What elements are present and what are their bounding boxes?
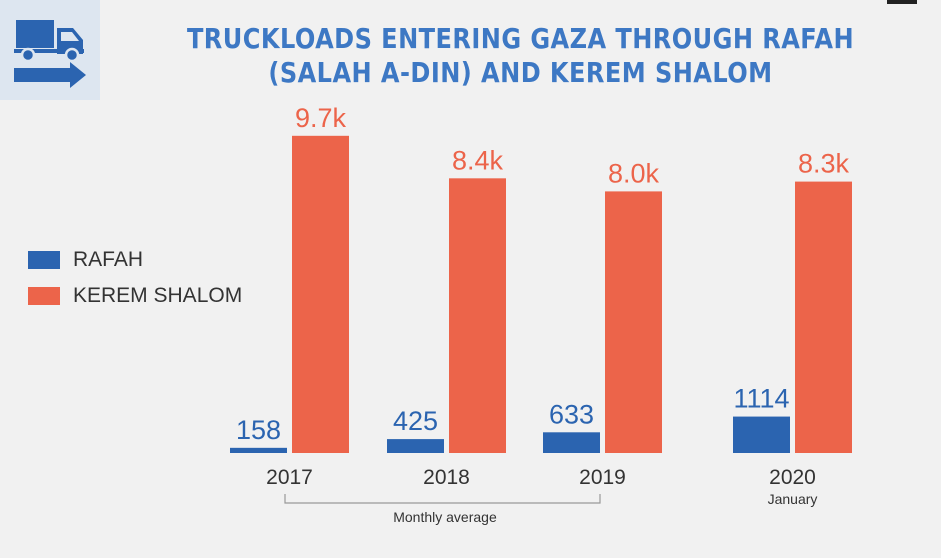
bar-kerem-shalom-2020: [795, 181, 852, 453]
header-icon-box: [0, 0, 100, 100]
corner-mark: [887, 0, 917, 4]
data-label-kerem-shalom-2020: 8.3k: [798, 149, 850, 179]
legend-label-kerem-shalom: KEREM SHALOM: [73, 284, 243, 307]
bar-rafah-2020: [733, 416, 790, 453]
x-tick-label-2019: 2019: [579, 466, 626, 489]
truck-arrow-icon: [14, 20, 86, 88]
data-label-kerem-shalom-2017: 9.7k: [295, 103, 347, 133]
data-label-rafah-2017: 158: [236, 415, 281, 445]
x-tick-label-2017: 2017: [266, 466, 313, 489]
chart-title: TRUCKLOADS ENTERING GAZA THROUGH RAFAH (…: [159, 22, 882, 90]
chart-title-line-2: (SALAH A-DIN) AND KEREM SHALOM: [268, 56, 773, 89]
bar-rafah-2019: [543, 432, 600, 453]
chart-title-line-1: TRUCKLOADS ENTERING GAZA THROUGH RAFAH: [186, 22, 855, 55]
bar-rafah-2017: [230, 447, 287, 453]
group-bracket: [284, 494, 601, 504]
data-label-kerem-shalom-2018: 8.4k: [452, 145, 504, 175]
x-tick-sublabel-2020: January: [768, 491, 818, 507]
data-label-kerem-shalom-2019: 8.0k: [608, 158, 660, 188]
bar-kerem-shalom-2017: [292, 135, 349, 453]
data-label-rafah-2019: 633: [549, 399, 594, 429]
x-tick-label-2020: 2020: [769, 466, 816, 489]
legend-swatch-kerem-shalom: [28, 287, 60, 305]
bar-rafah-2018: [387, 439, 444, 453]
data-label-rafah-2020: 1114: [733, 384, 789, 414]
legend-label-rafah: RAFAH: [73, 248, 144, 271]
group-annotation: Monthly average: [393, 509, 497, 525]
bar-kerem-shalom-2019: [605, 191, 662, 453]
data-label-rafah-2018: 425: [393, 406, 438, 436]
legend-swatch-rafah: [28, 251, 60, 269]
x-tick-label-2018: 2018: [423, 466, 470, 489]
bar-kerem-shalom-2018: [449, 178, 506, 453]
